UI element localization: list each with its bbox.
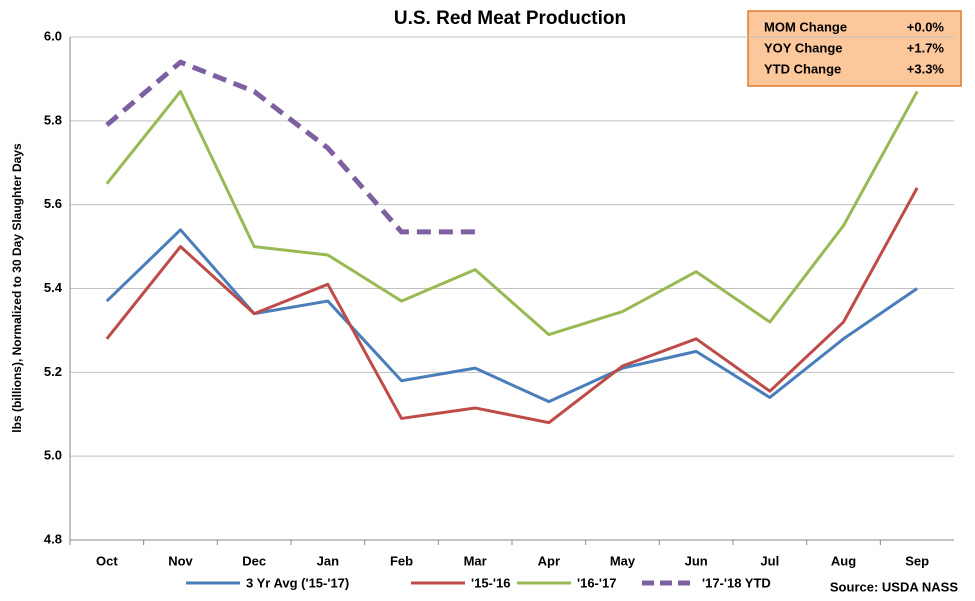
y-tick-label: 6.0 [44,28,62,43]
x-tick-label: Nov [168,553,193,568]
series-line [105,89,919,337]
legend-label: '16-'17 [577,575,616,590]
legend-label: '17-'18 YTD [702,575,771,590]
legend-label: '15-'16 [471,575,510,590]
x-tick-label: Sep [905,553,929,568]
source: Source: USDA NASS [830,579,958,594]
x-tick-label: Mar [464,553,487,568]
series-line [105,59,476,235]
x-tick-label: Aug [831,553,856,568]
y-axis-label: lbs (billions), Normalized to 30 Day Sla… [10,143,24,433]
chart-title: U.S. Red Meat Production [394,8,626,29]
y-tick-label: 5.8 [44,112,62,127]
x-tick-label: Feb [390,553,413,568]
y-tick-label: 5.4 [44,280,63,295]
info-label: MOM Change [764,19,847,34]
x-tick-label: Jan [317,553,339,568]
x-tick-label: Jun [685,553,708,568]
x-tick-label: Jul [760,553,779,568]
info-value: +1.7% [907,40,945,55]
info-value: +3.3% [907,61,945,76]
legend-label: 3 Yr Avg ('15-'17) [246,575,349,590]
info-label: YTD Change [764,61,841,76]
y-tick-label: 5.6 [44,196,62,211]
x-tick-label: Dec [242,553,266,568]
x-tick-label: Apr [538,553,560,568]
series-line [105,228,919,404]
y-tick-label: 5.0 [44,448,62,463]
x-tick-label: Oct [96,553,118,568]
info-box [747,10,962,87]
y-tick-label: 4.8 [44,531,62,546]
info-value: +0.0% [907,19,945,34]
x-tick-label: May [610,553,636,568]
series-line [105,187,919,425]
y-tick-label: 5.2 [44,364,62,379]
info-label: YOY Change [764,40,843,55]
